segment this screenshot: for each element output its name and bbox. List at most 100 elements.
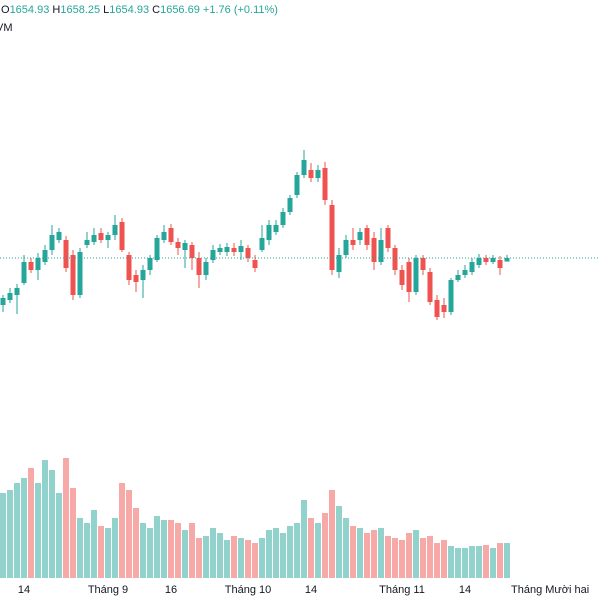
volume-bar [371,530,377,578]
volume-bar [322,513,328,578]
volume-bar [28,468,34,578]
volume-bar [14,483,20,578]
volume-bar [448,546,454,578]
candle-body [469,262,475,272]
volume-bar [203,536,209,578]
volume-bar [462,548,468,578]
volume-bar [357,528,363,578]
volume-bar [70,488,76,578]
volume-bar [273,528,279,578]
candle-body [497,260,503,268]
volume-bar [427,536,433,578]
candle-body [21,262,27,283]
volume-bar [154,516,160,578]
volume-bar [399,540,405,578]
volume-bar [406,533,412,578]
candle-body [7,293,13,300]
candle-body [315,170,321,178]
volume-bar [308,518,314,578]
candle-body [224,247,230,252]
volume-bar [133,508,139,578]
volume-bar [280,533,286,578]
volume-bar [217,533,223,578]
volume-bar [245,540,251,578]
candle-body [91,235,97,242]
close-value: 1656.69 [160,4,200,16]
candle-body [406,262,412,292]
volume-bar [434,543,440,578]
volume-bar [182,530,188,578]
volume-bar [140,523,146,578]
candle-body [203,262,209,275]
volume-bar [161,520,167,578]
candle-body [301,160,307,175]
volume-bar [7,490,13,578]
low-value: 1654.93 [109,4,149,16]
volume-bar [287,526,293,578]
volume-bar [84,523,90,578]
candle-body [0,298,6,305]
volume-bar [77,518,83,578]
open-value: 1654.93 [10,4,50,16]
x-tick-label: 14 [305,584,317,596]
volume-bar [483,545,489,578]
x-tick-label: 14 [459,584,471,596]
candle-body [294,175,300,195]
volume-bar [119,483,125,578]
volume-bar [259,538,265,578]
volume-bar [336,506,342,578]
volume-bar [238,538,244,578]
candle-body [308,170,314,178]
volume-bar [63,458,69,578]
volume-bar [315,523,321,578]
candle-body [357,232,363,240]
candle-body [77,252,83,295]
volume-bar [364,533,370,578]
x-tick-label: 16 [165,584,177,596]
volume-bar [98,526,104,578]
volume-bar [91,510,97,578]
volume-bar [126,490,132,578]
x-tick-label: Tháng 10 [225,584,271,596]
candle-body [287,198,293,212]
x-tick-label: Tháng 9 [88,584,128,596]
high-value: 1658.25 [60,4,100,16]
candle-body [112,225,118,235]
candle-body [266,225,272,240]
ohlc-legend: O1654.93 H1658.25 L1654.93 C1656.69 +1.7… [1,4,278,16]
candle-body [168,228,174,242]
candle-body [280,212,286,225]
candle-body [504,258,510,262]
candle-body [343,240,349,255]
volume-bar [504,543,510,578]
volume-bar [441,540,447,578]
low-label: L [103,4,109,16]
candle-body [105,235,111,240]
candle-body [364,228,370,245]
candle-body [434,300,440,317]
candle-body [196,258,202,275]
candle-body [336,255,342,272]
x-tick-label: Tháng Mười hai [511,584,589,596]
volume-bar [147,528,153,578]
candle-body [147,258,153,270]
candle-body [231,248,237,252]
volume-bar [42,460,48,578]
candle-body [420,258,426,270]
candle-body [98,233,104,240]
volume-bar [329,490,335,578]
volume-bar [497,543,503,578]
candle-body [154,238,160,260]
candle-body [56,232,62,240]
candle-body [175,242,181,248]
volume-bar [49,470,55,578]
candle-body [252,260,258,268]
volume-bar [168,520,174,578]
volume-bar [455,548,461,578]
candle-body [161,232,167,240]
volume-bar [413,530,419,578]
candle-body [126,255,132,280]
candle-body [245,248,251,258]
candle-body [238,246,244,252]
